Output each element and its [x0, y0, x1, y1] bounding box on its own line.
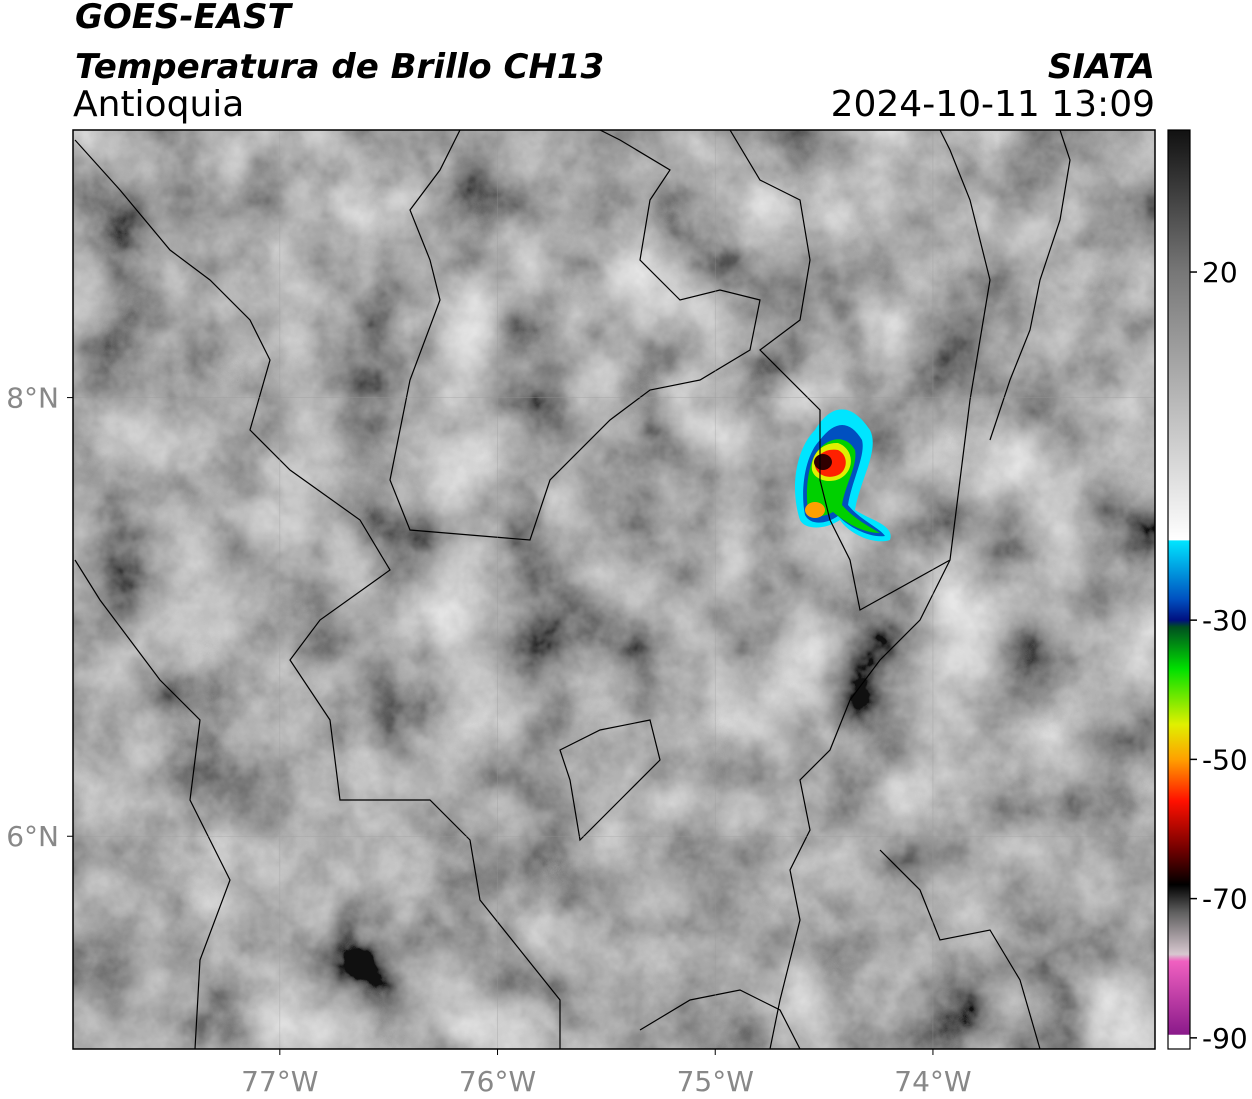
datetime-label: 2024-10-11 13:09	[831, 84, 1155, 125]
colorbar-frame	[1167, 129, 1191, 1050]
colorbar-tick-label: -50	[1202, 743, 1248, 776]
colorbar: 20 -30 -50 -70 -90	[1168, 130, 1248, 1055]
y-tick-label: 6°N	[6, 820, 59, 853]
colorbar-tick-label: -70	[1202, 883, 1248, 916]
x-tick-label: 75°W	[677, 1065, 754, 1098]
colorbar-tick-label: -90	[1202, 1022, 1248, 1055]
storm-cell	[795, 409, 891, 542]
borders	[74, 130, 1071, 1049]
x-tick-label: 76°W	[459, 1065, 536, 1098]
colorbar-tick-label: -30	[1202, 604, 1248, 637]
y-tick-label: 8°N	[6, 382, 59, 415]
region-label: Antioquia	[73, 84, 244, 125]
agency-label: SIATA	[1048, 47, 1155, 87]
satellite-image	[73, 130, 1155, 1049]
map-frame	[72, 129, 1156, 1050]
colorbar-tick-label: 20	[1202, 256, 1238, 289]
x-tick-label: 74°W	[894, 1065, 971, 1098]
product-title: Temperatura de Brillo CH13	[75, 47, 604, 87]
satellite-title: GOES-EAST	[75, 0, 294, 37]
colorbar-fill	[1168, 130, 1190, 1049]
x-tick-label: 77°W	[241, 1065, 318, 1098]
grid: 77°W 76°W 75°W 74°W 8°N 6°N	[6, 130, 1155, 1098]
